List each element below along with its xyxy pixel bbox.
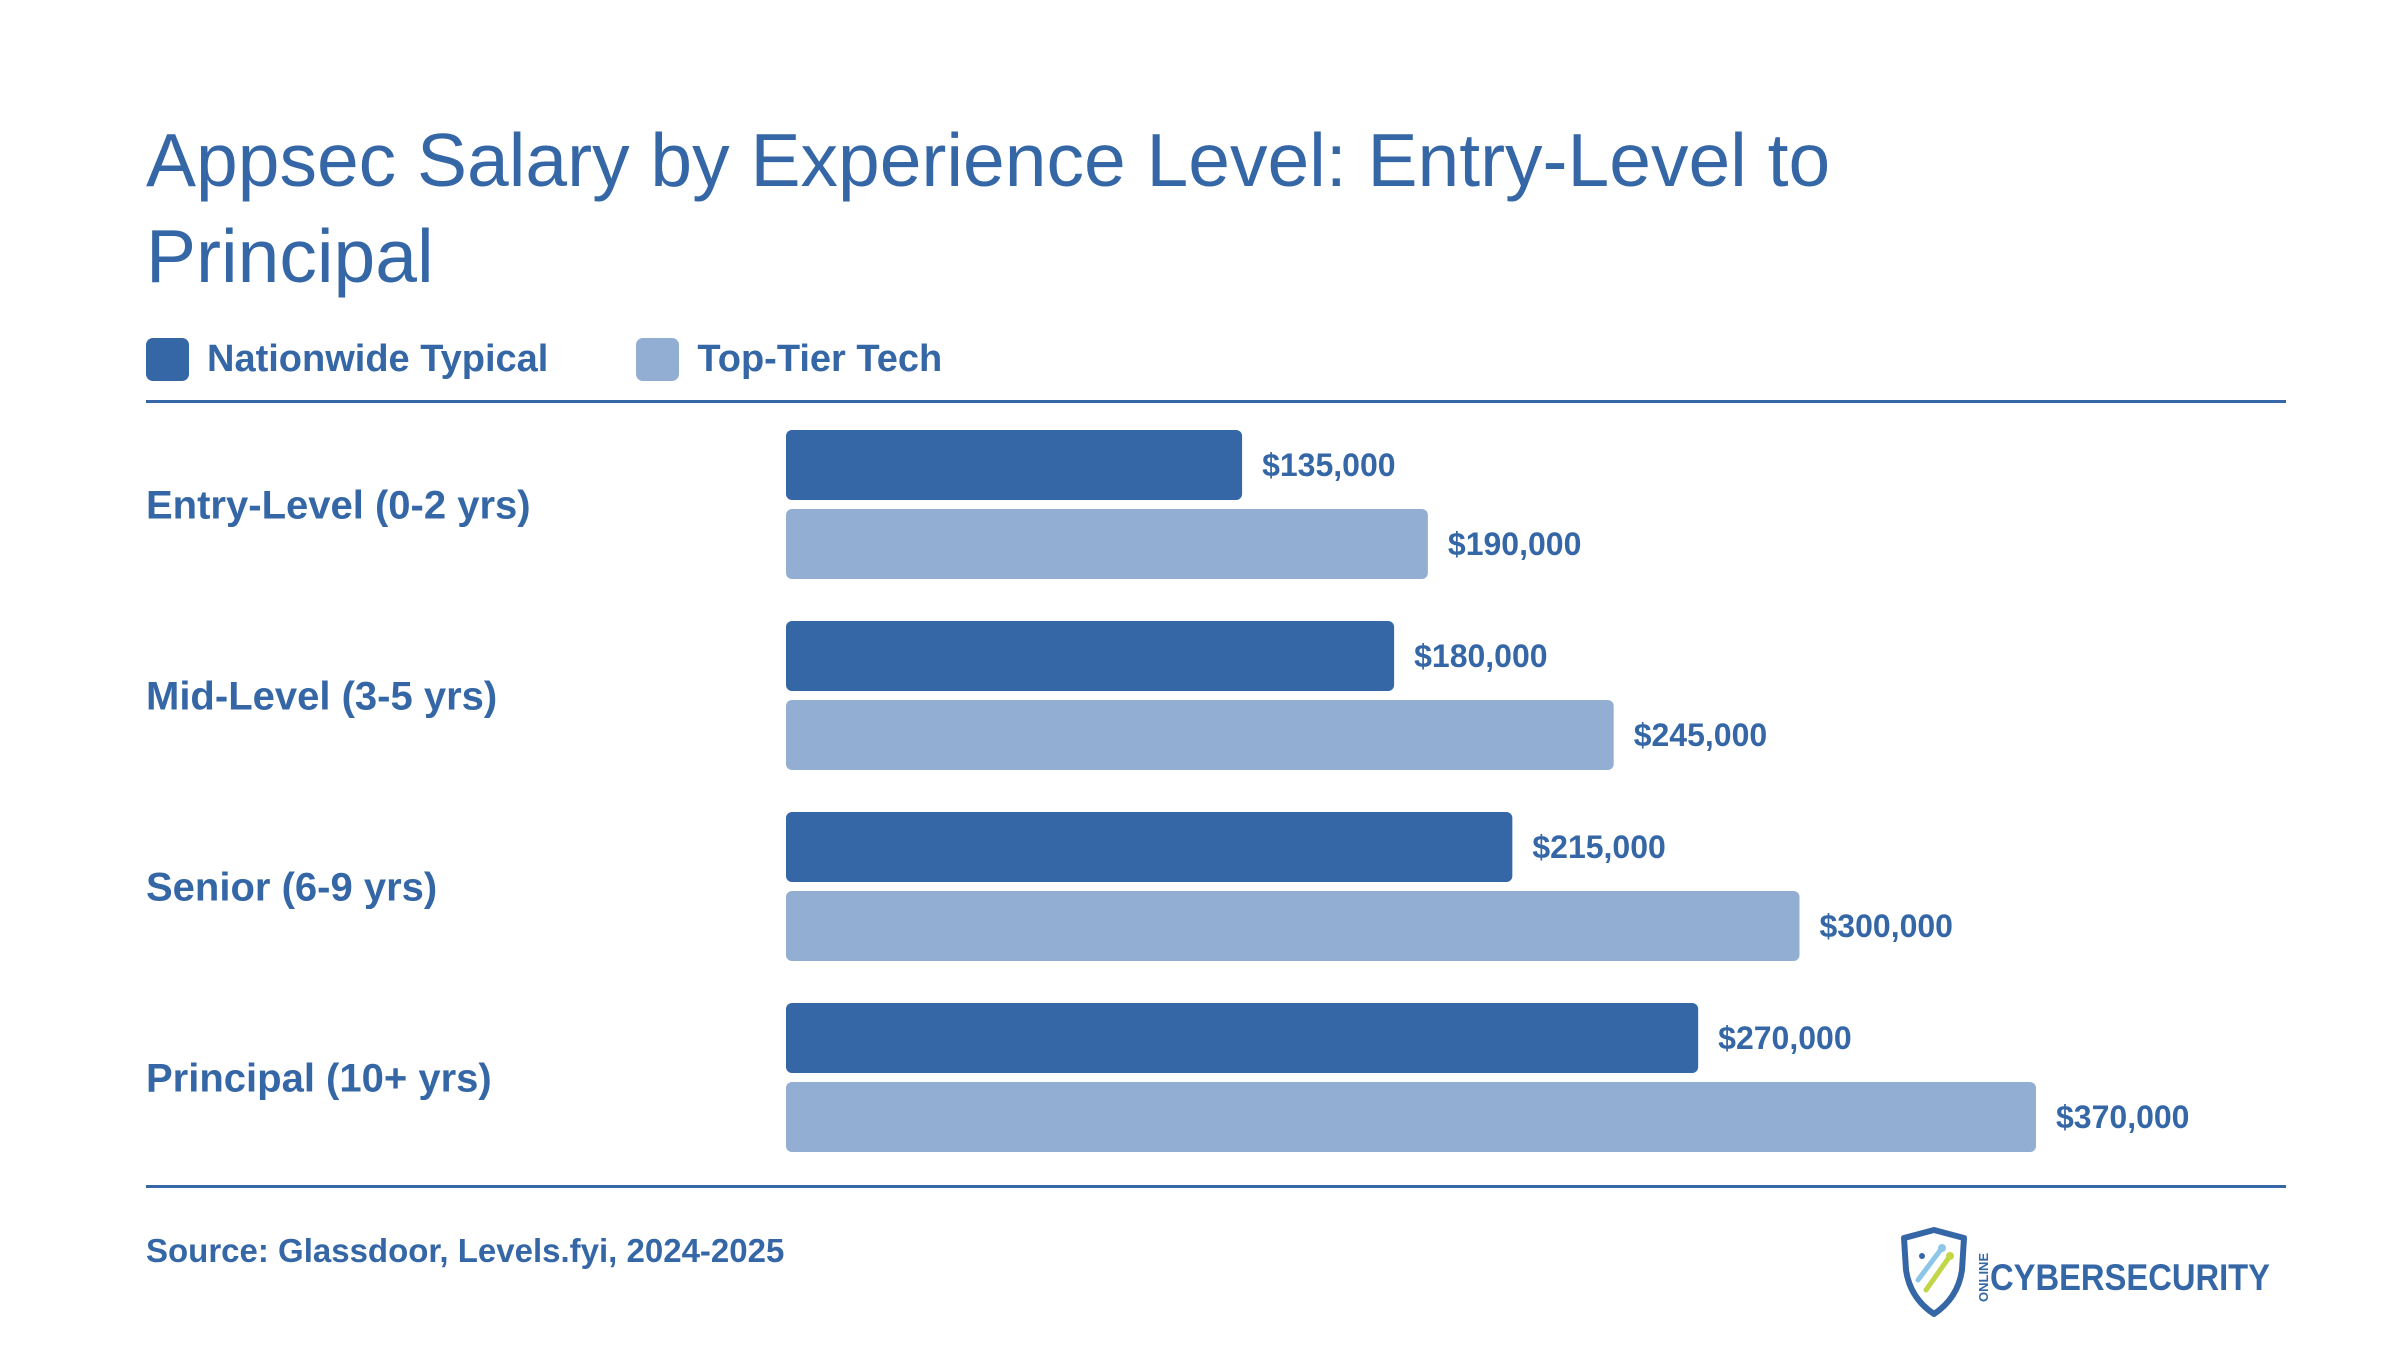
bar-nationwide-typical-senior-6-9-yrs [786, 812, 1513, 882]
logo-wordmark: CYBERSECURITY [1990, 1257, 2270, 1298]
data-label-nationwide-typical-senior-6-9-yrs: $215,000 [1532, 829, 1665, 865]
legend: Nationwide Typical Top-Tier Tech [146, 336, 1030, 382]
legend-swatch-nationwide [146, 337, 189, 381]
data-label-nationwide-typical-principal-10-yrs: $270,000 [1718, 1020, 1851, 1056]
data-label-top-tier-tech-principal-10-yrs: $370,000 [2056, 1099, 2189, 1135]
bar-top-tier-tech-mid-level-3-5-yrs [786, 700, 1614, 770]
category-label-mid-level-3-5-yrs: Mid-Level (3-5 yrs) [146, 675, 497, 719]
data-label-nationwide-typical-mid-level-3-5-yrs: $180,000 [1414, 638, 1547, 674]
category-label-senior-6-9-yrs: Senior (6-9 yrs) [146, 866, 437, 910]
cybersecurity-logo: ONLINE CYBERSECURITY [1896, 1226, 2276, 1318]
data-label-top-tier-tech-entry-level-0-2-yrs: $190,000 [1448, 526, 1581, 562]
data-label-top-tier-tech-mid-level-3-5-yrs: $245,000 [1634, 717, 1767, 753]
bar-top-tier-tech-principal-10-yrs [786, 1082, 2036, 1152]
shield-icon [1901, 1227, 1967, 1317]
bottom-divider [146, 1185, 2286, 1188]
bar-nationwide-typical-entry-level-0-2-yrs [786, 430, 1243, 500]
category-label-entry-level-0-2-yrs: Entry-Level (0-2 yrs) [146, 484, 531, 528]
legend-item-nationwide: Nationwide Typical [146, 337, 549, 381]
data-label-top-tier-tech-senior-6-9-yrs: $300,000 [1820, 908, 1953, 944]
data-label-nationwide-typical-entry-level-0-2-yrs: $135,000 [1262, 447, 1395, 483]
category-label-principal-10-yrs: Principal (10+ yrs) [146, 1057, 492, 1101]
top-divider [146, 400, 2286, 403]
legend-label-top-tier: Top-Tier Tech [697, 337, 943, 380]
bar-nationwide-typical-mid-level-3-5-yrs [786, 621, 1395, 691]
source-note: Source: Glassdoor, Levels.fyi, 2024-2025 [146, 1232, 785, 1269]
chart-title: Appsec Salary by Experience Level: Entry… [146, 118, 1831, 298]
legend-item-top-tier: Top-Tier Tech [636, 337, 943, 381]
logo-online-text: ONLINE [1976, 1253, 1991, 1302]
legend-label-nationwide: Nationwide Typical [207, 337, 549, 380]
bar-top-tier-tech-senior-6-9-yrs [786, 891, 1800, 961]
bar-top-tier-tech-entry-level-0-2-yrs [786, 509, 1428, 579]
bar-nationwide-typical-principal-10-yrs [786, 1003, 1699, 1073]
legend-swatch-top-tier [636, 337, 680, 381]
